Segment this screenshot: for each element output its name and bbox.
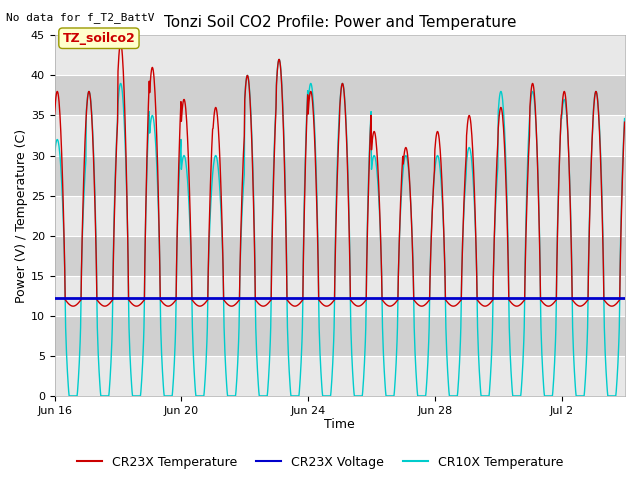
Text: No data for f_T2_BattV: No data for f_T2_BattV: [6, 12, 155, 23]
Bar: [54, 195, 625, 236]
Bar: [54, 356, 625, 396]
Bar: [54, 156, 625, 195]
Bar: [54, 36, 625, 75]
X-axis label: Time: Time: [324, 419, 355, 432]
Bar: [54, 236, 625, 276]
Legend: CR23X Temperature, CR23X Voltage, CR10X Temperature: CR23X Temperature, CR23X Voltage, CR10X …: [72, 451, 568, 474]
Title: Tonzi Soil CO2 Profile: Power and Temperature: Tonzi Soil CO2 Profile: Power and Temper…: [164, 15, 516, 30]
Bar: [54, 116, 625, 156]
Bar: [54, 276, 625, 316]
Bar: [54, 316, 625, 356]
Bar: [54, 75, 625, 116]
Y-axis label: Power (V) / Temperature (C): Power (V) / Temperature (C): [15, 129, 28, 303]
Text: TZ_soilco2: TZ_soilco2: [63, 32, 135, 45]
